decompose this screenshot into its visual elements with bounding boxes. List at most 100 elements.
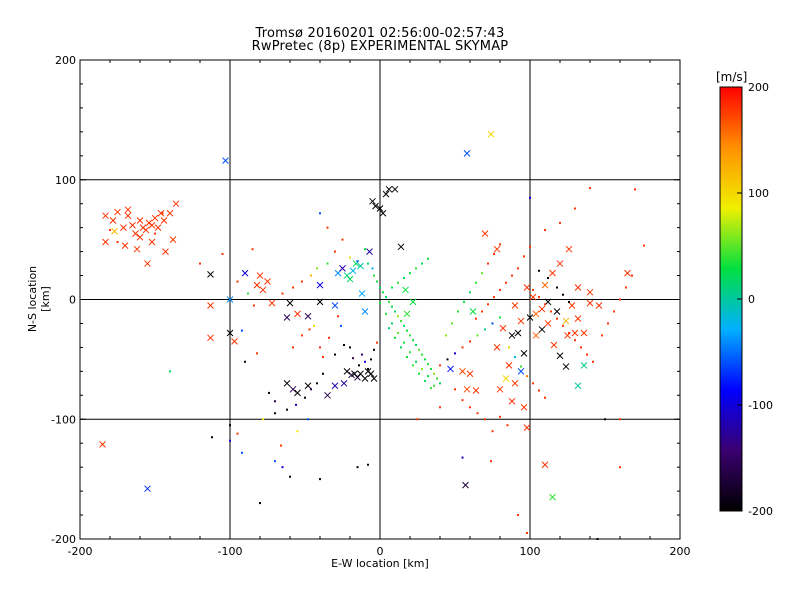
data-point-cross — [574, 382, 582, 390]
data-point-dot — [469, 291, 471, 294]
cross-stroke — [151, 214, 159, 222]
data-point-dot — [544, 396, 546, 399]
x-tick-label: -100 — [218, 545, 243, 558]
data-point-cross — [402, 286, 409, 294]
data-point-cross — [382, 190, 390, 198]
data-point-dot — [421, 353, 423, 356]
x-tick-label: -200 — [68, 545, 93, 558]
data-point-dot — [523, 255, 525, 258]
data-point-cross — [580, 362, 588, 369]
data-point-dot — [340, 324, 342, 327]
data-point-dot — [412, 364, 414, 367]
cross-stroke — [502, 375, 510, 382]
data-point-dot — [361, 353, 363, 356]
cross-stroke — [339, 265, 346, 272]
cross-stroke — [207, 334, 214, 342]
cross-stroke — [136, 233, 144, 241]
data-point-dot — [400, 320, 402, 323]
data-point-dot — [391, 305, 393, 308]
data-point-dot — [532, 382, 534, 385]
cross-stroke — [508, 397, 516, 405]
data-point-dot — [550, 310, 552, 313]
data-point-dot — [371, 267, 374, 270]
data-point-dot — [211, 436, 213, 439]
data-point-cross — [514, 329, 522, 337]
data-point-cross — [517, 317, 525, 325]
cross-stroke — [556, 260, 564, 267]
cross-stroke — [568, 302, 576, 309]
data-point-cross — [148, 238, 156, 246]
axes: -200 -100 0 100 200 -200 -100 0 100 200 — [51, 54, 690, 558]
data-point-dot — [403, 276, 405, 279]
data-point-dot — [604, 418, 606, 421]
data-point-dot — [508, 346, 510, 349]
data-point-dot — [328, 336, 330, 339]
cross-stroke — [565, 245, 573, 253]
data-point-dot — [397, 281, 399, 284]
data-point-cross — [511, 379, 519, 387]
data-point-dot — [506, 424, 509, 427]
data-point-dot — [292, 286, 294, 289]
cross-stroke — [316, 281, 324, 289]
data-point-cross — [316, 298, 324, 306]
x-tick-label: 100 — [520, 545, 541, 558]
data-point-cross — [304, 312, 312, 320]
data-point-dot — [292, 346, 294, 349]
data-point-cross — [169, 236, 177, 243]
data-point-dot — [484, 418, 486, 421]
data-point-dot — [322, 372, 324, 375]
data-point-dot — [367, 262, 369, 265]
cross-stroke — [372, 202, 379, 210]
data-point-dot — [334, 250, 336, 253]
data-point-dot — [415, 267, 417, 270]
data-point-cross — [472, 387, 480, 394]
data-point-dot — [409, 351, 411, 354]
data-point-dot — [568, 332, 570, 335]
data-point-dot — [373, 274, 375, 277]
cross-stroke — [624, 269, 631, 277]
data-point-dot — [310, 388, 312, 391]
data-point-dot — [461, 399, 464, 402]
data-point-cross — [499, 324, 507, 332]
cross-stroke — [517, 367, 525, 375]
data-point-dot — [313, 324, 315, 327]
data-points — [99, 130, 645, 540]
cross-stroke — [343, 272, 351, 279]
data-point-dot — [454, 388, 456, 391]
data-point-dot — [476, 334, 479, 337]
data-point-cross — [481, 230, 489, 237]
data-point-cross — [556, 260, 564, 267]
cross-stroke — [256, 272, 264, 279]
data-point-dot — [544, 229, 546, 232]
data-point-cross — [172, 200, 180, 208]
cross-stroke — [538, 305, 546, 313]
data-point-dot — [439, 382, 441, 385]
data-point-dot — [514, 355, 516, 358]
cross-stroke — [463, 150, 471, 157]
data-point-cross — [349, 267, 357, 275]
cross-stroke — [517, 317, 525, 325]
data-point-dot — [388, 300, 390, 303]
cross-stroke — [259, 286, 267, 294]
data-point-dot — [481, 310, 483, 313]
data-point-dot — [169, 370, 171, 373]
data-point-cross — [207, 270, 214, 278]
data-point-dot — [409, 272, 411, 275]
cross-stroke — [487, 130, 495, 138]
data-point-dot — [499, 316, 501, 319]
data-point-cross — [523, 424, 531, 431]
cross-stroke — [361, 308, 369, 315]
cross-stroke — [316, 298, 324, 306]
data-point-dot — [379, 286, 381, 289]
data-point-dot — [520, 365, 522, 368]
data-point-dot — [358, 364, 360, 367]
data-point-dot — [199, 262, 201, 265]
data-point-dot — [461, 456, 464, 459]
data-point-dot — [625, 286, 627, 289]
data-point-cross — [370, 375, 378, 382]
cross-stroke — [231, 338, 238, 345]
data-point-dot — [484, 328, 486, 331]
data-point-cross — [102, 212, 109, 220]
data-point-dot — [403, 341, 405, 344]
cross-stroke — [357, 262, 364, 270]
